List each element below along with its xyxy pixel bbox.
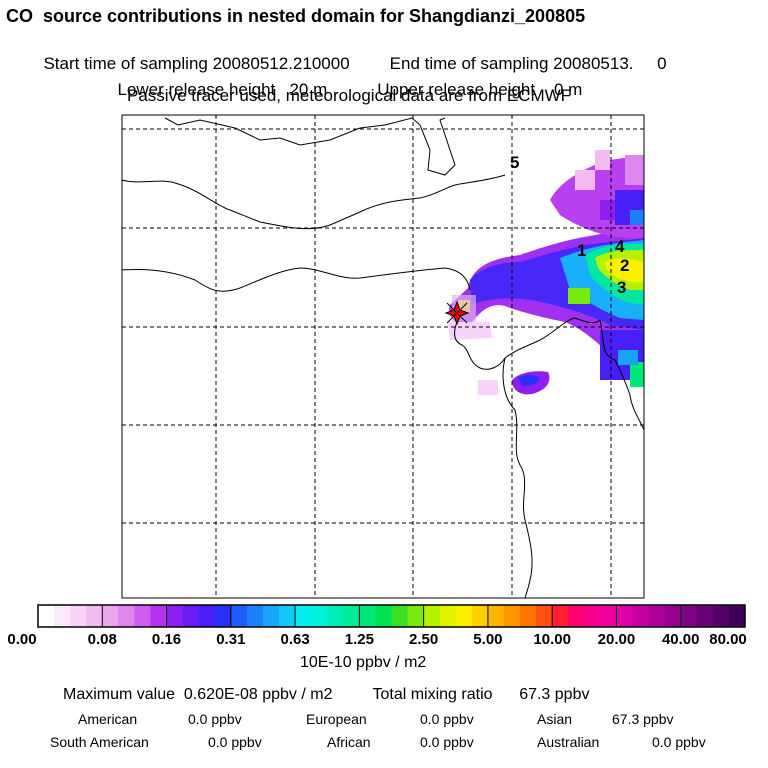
colorbar-tick-label: 0.63 xyxy=(280,631,310,648)
colorbar-cell xyxy=(279,605,296,627)
map-label-4: 4 xyxy=(615,237,625,256)
region-african-value: 0.0 ppbv xyxy=(420,734,474,750)
colorbar-cell xyxy=(728,605,746,627)
map-frame xyxy=(121,114,645,599)
colorbar-cell xyxy=(214,605,232,627)
colorbar-tick-label: 0.16 xyxy=(151,631,182,648)
colorbar-cell xyxy=(664,605,682,627)
colorbar-cell xyxy=(150,605,168,627)
lower-release-label: Lower release height 20 m xyxy=(117,80,328,99)
colorbar-cell xyxy=(86,605,103,627)
colorbar-cell xyxy=(648,605,666,627)
colorbar-cell xyxy=(327,605,344,627)
colorbar-unit: 10E-10 ppbv / m2 xyxy=(300,654,427,671)
colorbar-tick-label: 0.00 xyxy=(7,631,37,648)
tracer-note: Passive tracer used, meteorological data… xyxy=(127,86,572,105)
colorbar-cell xyxy=(70,605,87,627)
colorbar-cell xyxy=(632,605,650,627)
region-african: African xyxy=(327,734,371,750)
colorbar-cell xyxy=(696,605,714,627)
release-heights: Lower release height 20 m Upper release h… xyxy=(108,60,582,100)
colorbar-cell xyxy=(38,605,55,627)
colorbar-tick-label: 0.31 xyxy=(216,631,246,648)
star-marker-icon xyxy=(444,300,470,326)
colorbar-cell xyxy=(712,605,730,627)
colorbar-cell xyxy=(198,605,216,627)
start-time-label: Start time of sampling 20080512.210000 xyxy=(43,54,350,73)
colorbar-tick-label: 1.25 xyxy=(344,631,374,648)
colorbar-cell xyxy=(343,605,360,627)
colorbar-cell xyxy=(503,605,521,627)
colorbar-cell xyxy=(262,605,280,627)
colorbar-cell xyxy=(118,605,135,627)
colorbar-cell xyxy=(584,605,601,627)
colorbar-tick-label: 2.50 xyxy=(409,631,439,648)
colorbar-cell xyxy=(520,605,537,627)
colorbar-cell xyxy=(680,605,698,627)
map-label-1: 1 xyxy=(577,241,586,260)
region-south-american: South American xyxy=(50,734,149,750)
colorbar-tick-label: 10.00 xyxy=(533,631,571,648)
colorbar-cell xyxy=(375,605,392,627)
colorbar-tick-label: 80.00 xyxy=(709,631,747,648)
colorbar-cell xyxy=(439,605,457,627)
site-labels: 5 1 4 2 3 xyxy=(510,153,629,297)
colorbar-cell xyxy=(391,605,409,627)
colorbar-tick-label: 20.00 xyxy=(597,631,636,648)
colorbar-cell xyxy=(455,605,473,627)
colorbar-cell xyxy=(407,605,425,627)
colorbar-cell xyxy=(54,605,71,627)
colorbar-cell xyxy=(102,605,119,627)
colorbar-cell xyxy=(295,605,312,627)
region-south-american-value: 0.0 ppbv xyxy=(208,734,262,750)
region-american-value: 0.0 ppbv xyxy=(188,711,242,727)
colorbar-tick-label: 0.08 xyxy=(87,631,117,648)
colorbar-cell xyxy=(616,605,634,627)
colorbar-cell xyxy=(134,605,151,627)
region-australian-value: 0.0 ppbv xyxy=(652,734,706,750)
region-european-value: 0.0 ppbv xyxy=(420,711,474,727)
map-label-2: 2 xyxy=(620,256,629,275)
upper-release-label: Upper release height 0 m xyxy=(377,80,583,99)
colorbar-cell xyxy=(471,605,489,627)
region-american: American xyxy=(78,711,138,727)
max-total-line: Maximum value 0.620E-08 ppbv / m2 Total m… xyxy=(63,686,589,704)
concentration-field xyxy=(448,150,644,395)
colorbar-cell xyxy=(311,605,328,627)
region-australian: Australian xyxy=(537,734,600,750)
colorbar-cell xyxy=(487,605,505,627)
colorbar-cell xyxy=(423,605,441,627)
region-asian: Asian xyxy=(537,711,573,727)
end-time-label: End time of sampling 20080513. 0 xyxy=(389,54,667,73)
coastline xyxy=(122,117,644,598)
colorbar-cell xyxy=(230,605,248,627)
sampling-times: Start time of sampling 20080512.210000 En… xyxy=(34,34,667,74)
colorbar-cell xyxy=(568,605,585,627)
colorbar xyxy=(37,604,746,628)
colorbar-tick-label: 40.00 xyxy=(661,631,700,648)
colorbar-cell xyxy=(536,605,553,627)
region-asian-value: 67.3 ppbv xyxy=(612,711,674,727)
colorbar-cell xyxy=(359,605,376,627)
map-panel: 5 1 4 2 3 xyxy=(121,114,645,599)
max-value-label: Maximum value 0.620E-08 ppbv / m2 xyxy=(63,686,333,703)
graticule xyxy=(122,115,644,598)
colorbar-cell xyxy=(600,605,617,627)
colorbar-cell xyxy=(552,605,569,627)
colorbar-cell xyxy=(246,605,264,627)
total-mixing-label: Total mixing ratio 67.3 ppbv xyxy=(372,686,590,703)
colorbar-tick-label: 5.00 xyxy=(473,631,503,648)
map-label-5: 5 xyxy=(510,153,519,172)
page-title: CO source contributions in nested domain… xyxy=(6,6,586,26)
colorbar-cell xyxy=(182,605,200,627)
colorbar-cell xyxy=(166,605,184,627)
map-label-3: 3 xyxy=(617,278,626,297)
region-european: European xyxy=(306,711,367,727)
